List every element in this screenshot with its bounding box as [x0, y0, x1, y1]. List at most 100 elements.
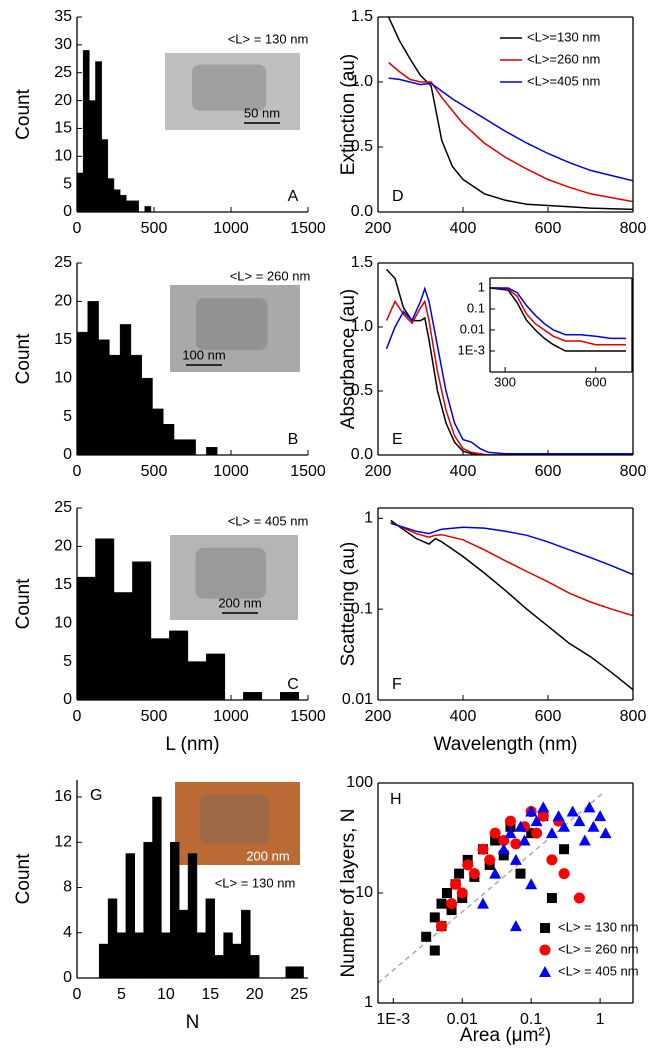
line — [385, 286, 633, 455]
bar — [285, 966, 295, 978]
bar — [95, 538, 115, 700]
y-tick-label: 20 — [54, 92, 72, 109]
point — [497, 843, 510, 855]
x-tick-label: 600 — [535, 463, 562, 480]
bar — [98, 943, 109, 978]
annotation: <L> = 130 nm — [228, 31, 309, 46]
y-tick-label: 1 — [478, 279, 485, 294]
bar — [77, 576, 96, 700]
point — [525, 878, 538, 890]
y-tick-label: 0.0 — [351, 446, 373, 463]
panel-label: H — [390, 791, 402, 808]
line — [390, 521, 633, 617]
bar — [132, 561, 152, 700]
y-tick-label: 25 — [54, 499, 72, 516]
point — [559, 844, 570, 855]
bar — [178, 909, 189, 978]
bar — [241, 909, 251, 978]
x-tick-label: 600 — [535, 708, 562, 725]
y-tick-label: 1 — [364, 510, 373, 527]
x-tick-label: 200 — [365, 220, 392, 237]
bar — [126, 200, 133, 212]
point — [558, 868, 570, 880]
bar — [119, 195, 127, 212]
x-tick-label: 10 — [157, 986, 175, 1003]
y-axis-title: Absorbance (au) — [338, 289, 359, 429]
panel: 1E-3 0.01 0.1 1 1 10 100 Number of layers, N Are… — [338, 774, 639, 1046]
x-tick-label: 1E-3 — [376, 1011, 410, 1028]
line — [390, 522, 633, 576]
plot-area — [390, 519, 633, 691]
legend-swatch — [539, 944, 551, 956]
point — [489, 867, 502, 879]
plot-area — [77, 50, 152, 212]
panel: 200 400 600 800 0.0 0.5 1.0 1.5 Absorbance (au) E — [338, 254, 646, 480]
bar — [161, 932, 171, 978]
point — [484, 854, 496, 866]
point — [525, 805, 538, 817]
y-tick-label: 0.0 — [351, 203, 373, 220]
y-axis-title: Count — [13, 853, 34, 904]
y-tick-label: 10 — [54, 369, 72, 386]
point — [504, 827, 517, 839]
y-tick-label: 0 — [63, 203, 72, 220]
legend-label: <L> = 130 nm — [558, 919, 639, 934]
legend-swatch — [539, 966, 551, 977]
point — [546, 854, 558, 866]
x-tick-label: 20 — [246, 986, 264, 1003]
x-tick-label: 500 — [141, 463, 168, 480]
scale-label: 50 nm — [244, 105, 280, 120]
y-tick-label: 100 — [346, 774, 373, 791]
point — [446, 898, 458, 910]
y-tick-label: 1 — [364, 994, 373, 1011]
legend-label: <L> = 260 nm — [558, 941, 639, 956]
line — [390, 519, 633, 691]
bar — [144, 206, 152, 212]
y-tick-label: 5 — [63, 408, 72, 425]
point — [515, 868, 526, 879]
x-tick-label: 1 — [596, 1011, 605, 1028]
x-tick-label: 800 — [620, 463, 647, 480]
point — [435, 920, 447, 932]
x-tick-label: 800 — [620, 220, 647, 237]
plot-area — [98, 796, 304, 978]
x-tick-label: 15 — [201, 986, 219, 1003]
point — [476, 897, 489, 909]
point — [518, 834, 531, 846]
plot-area — [385, 268, 633, 455]
x-tick-label: 200 — [365, 708, 392, 725]
y-tick-label: 0.5 — [351, 382, 373, 399]
line — [387, 17, 633, 211]
y-axis-title: Count — [13, 578, 34, 629]
legend-swatch — [540, 923, 550, 933]
point — [573, 892, 585, 904]
y-axis-title: Scattering (au) — [338, 542, 359, 667]
point — [429, 912, 440, 923]
point — [510, 838, 522, 850]
bar — [98, 339, 110, 455]
x-tick-label: 400 — [450, 708, 477, 725]
legend-label: <L>=130 nm — [527, 29, 600, 44]
y-tick-label: 16 — [54, 788, 72, 805]
bar — [119, 324, 132, 455]
plot-area — [77, 538, 300, 700]
bar — [184, 439, 196, 455]
y-tick-label: 15 — [54, 120, 72, 137]
y-tick-label: 1.0 — [351, 73, 373, 90]
y-axis-title: Count — [13, 333, 34, 384]
panel: 0 500 1000 1500 0 5 10 15 20 25 Count L (nm) C <L> = … — [13, 499, 326, 755]
line — [490, 287, 626, 352]
point — [456, 887, 468, 899]
panel-label: D — [392, 188, 404, 205]
panel: 0 500 1000 1500 0 5 10 15 20 25 Count B <L> = 260 nm… — [13, 254, 326, 480]
x-tick-label: 0 — [73, 463, 82, 480]
point — [558, 820, 571, 832]
x-tick-label: 500 — [141, 220, 168, 237]
panel-label: C — [287, 676, 299, 693]
panel: 0 5 10 15 20 25 0 4 8 12 16 Count N G <L> = 130 nm 200 … — [13, 780, 308, 1033]
point — [545, 827, 558, 839]
x-tick-label: 1000 — [213, 708, 249, 725]
inset-image — [165, 53, 300, 130]
point — [587, 820, 600, 832]
